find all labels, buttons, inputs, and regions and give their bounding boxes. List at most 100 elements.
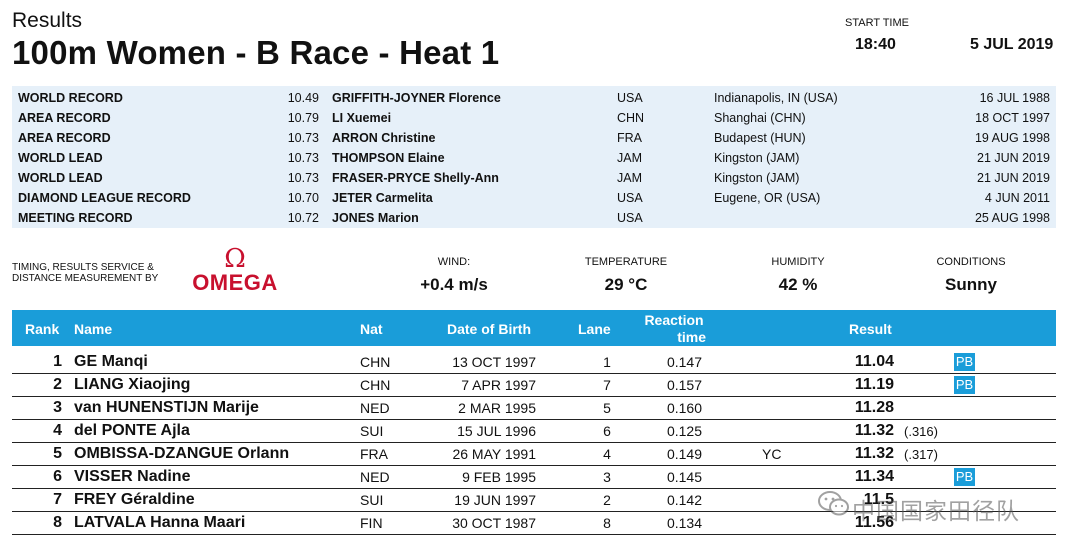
date-of-birth: 15 JUL 1996	[457, 423, 536, 439]
results-table-header: Rank Name Nat Date of Birth Lane Reactio…	[12, 310, 1056, 346]
reaction-time: 0.160	[666, 400, 702, 416]
rank: 6	[53, 468, 62, 485]
lane: 2	[603, 492, 611, 508]
record-venue: Shanghai (CHN)	[714, 111, 806, 125]
athlete-name: LATVALA Hanna Maari	[74, 514, 246, 531]
rank: 3	[53, 399, 62, 416]
record-time: 10.73	[287, 171, 319, 185]
date-of-birth: 9 FEB 1995	[462, 469, 536, 485]
table-row: 2 LIANG Xiaojing CHN 7 APR 1997 7 0.157 …	[12, 374, 1056, 397]
athlete-name: LIANG Xiaojing	[74, 376, 191, 393]
col-result: Result	[849, 321, 892, 337]
start-time: 18:40	[855, 36, 896, 53]
pb-badge: PB	[954, 353, 975, 371]
watermark: 中国国家田径队	[818, 488, 1048, 524]
table-row: 8 LATVALA Hanna Maari FIN 30 OCT 1987 8 …	[12, 512, 1056, 535]
reaction-time: 0.147	[666, 354, 702, 370]
result-time: 11.56	[854, 514, 894, 531]
record-time: 10.49	[287, 91, 319, 105]
record-venue: Eugene, OR (USA)	[714, 191, 821, 205]
record-nat: CHN	[617, 111, 645, 125]
table-row: 5 OMBISSA-DZANGUE Orlann FRA 26 MAY 1991…	[12, 443, 1056, 466]
date-of-birth: 19 JUN 1997	[454, 492, 536, 508]
lane: 5	[603, 400, 611, 416]
record-holder: LI Xuemei	[332, 111, 392, 125]
col-rank: Rank	[25, 321, 60, 337]
record-time: 10.79	[287, 111, 319, 125]
record-date: 16 JUL 1988	[979, 91, 1050, 105]
athlete-name: del PONTE Ajla	[74, 422, 190, 439]
record-row: DIAMOND LEAGUE RECORD 10.70 JETER Carmel…	[12, 188, 1056, 208]
timing-label-line1: TIMING, RESULTS SERVICE &	[12, 262, 154, 273]
omega-symbol-icon: Ω	[224, 244, 246, 274]
col-lane: Lane	[578, 321, 611, 337]
nationality: NED	[360, 469, 390, 485]
date-of-birth: 2 MAR 1995	[458, 400, 536, 416]
result-time: 11.04	[854, 353, 894, 370]
record-row: WORLD LEAD 10.73 FRASER-PRYCE Shelly-Ann…	[12, 168, 1056, 188]
record-date: 4 JUN 2011	[984, 191, 1050, 205]
rank: 8	[53, 514, 62, 531]
event-date: 5 JUL 2019	[970, 36, 1054, 53]
rank: 5	[53, 445, 62, 462]
watermark-text: 中国国家田径队	[852, 498, 1020, 524]
pb-badge: PB	[954, 376, 975, 394]
nationality: FIN	[360, 515, 383, 531]
results-label: Results	[12, 9, 83, 32]
record-type: AREA RECORD	[18, 111, 111, 125]
record-type: WORLD LEAD	[18, 151, 103, 165]
lane: 7	[603, 377, 611, 393]
record-holder: THOMPSON Elaine	[332, 151, 445, 165]
record-type: WORLD LEAD	[18, 171, 103, 185]
reaction-time: 0.134	[666, 515, 702, 531]
conditions-value: Sunny	[945, 275, 997, 294]
humidity-value: 42 %	[778, 275, 818, 294]
result-time: 11.5	[863, 491, 894, 508]
nationality: FRA	[360, 446, 388, 462]
reaction-time: 0.142	[666, 492, 702, 508]
lane: 3	[603, 469, 611, 485]
temperature-label: TEMPERATURE	[584, 256, 668, 268]
reaction-time: 0.157	[666, 377, 702, 393]
athlete-name: van HUNENSTIJN Marije	[74, 399, 259, 416]
omega-wordmark: OMEGA	[192, 270, 278, 295]
record-holder: JETER Carmelita	[332, 191, 433, 205]
omega-logo: Ω OMEGA	[185, 246, 285, 298]
nationality: CHN	[360, 354, 391, 370]
record-nat: USA	[617, 211, 643, 225]
date-of-birth: 7 APR 1997	[461, 377, 536, 393]
temperature-value: 29 °C	[604, 275, 648, 294]
result-time: 11.28	[854, 399, 894, 416]
record-nat: JAM	[617, 171, 642, 185]
record-nat: JAM	[617, 151, 642, 165]
table-row: 7 FREY Géraldine SUI 19 JUN 1997 2 0.142…	[12, 489, 1056, 512]
record-venue: Kingston (JAM)	[714, 151, 800, 165]
result-time: 11.34	[854, 468, 894, 485]
result-time: 11.32	[854, 422, 894, 439]
wind-value: +0.4 m/s	[420, 275, 488, 294]
col-reaction-line2: time	[677, 329, 706, 345]
record-row: AREA RECORD 10.73 ARRON Christine FRA Bu…	[12, 128, 1056, 148]
rank: 7	[53, 491, 62, 508]
lane: 6	[603, 423, 611, 439]
record-date: 21 JUN 2019	[977, 171, 1050, 185]
records-panel: WORLD RECORD 10.49 GRIFFITH-JOYNER Flore…	[12, 86, 1056, 228]
timing-credit: TIMING, RESULTS SERVICE & DISTANCE MEASU…	[12, 262, 182, 284]
start-time-label: START TIME	[845, 17, 909, 29]
col-dob: Date of Birth	[447, 321, 531, 337]
record-row: WORLD RECORD 10.49 GRIFFITH-JOYNER Flore…	[12, 88, 1056, 108]
record-holder: GRIFFITH-JOYNER Florence	[332, 91, 501, 105]
record-row: AREA RECORD 10.79 LI Xuemei CHN Shanghai…	[12, 108, 1056, 128]
record-date: 18 OCT 1997	[975, 111, 1050, 125]
pb-badge: PB	[954, 468, 975, 486]
record-time: 10.72	[287, 211, 319, 225]
table-row: 4 del PONTE Ajla SUI 15 JUL 1996 6 0.125…	[12, 420, 1056, 443]
record-holder: ARRON Christine	[332, 131, 436, 145]
col-name: Name	[74, 321, 113, 337]
nationality: CHN	[360, 377, 391, 393]
conditions-label: CONDITIONS	[936, 256, 1006, 268]
table-row: 1 GE Manqi CHN 13 OCT 1997 1 0.147 11.04…	[12, 351, 1056, 374]
col-nat: Nat	[360, 321, 383, 337]
record-nat: FRA	[617, 131, 642, 145]
wechat-icon	[818, 491, 849, 516]
